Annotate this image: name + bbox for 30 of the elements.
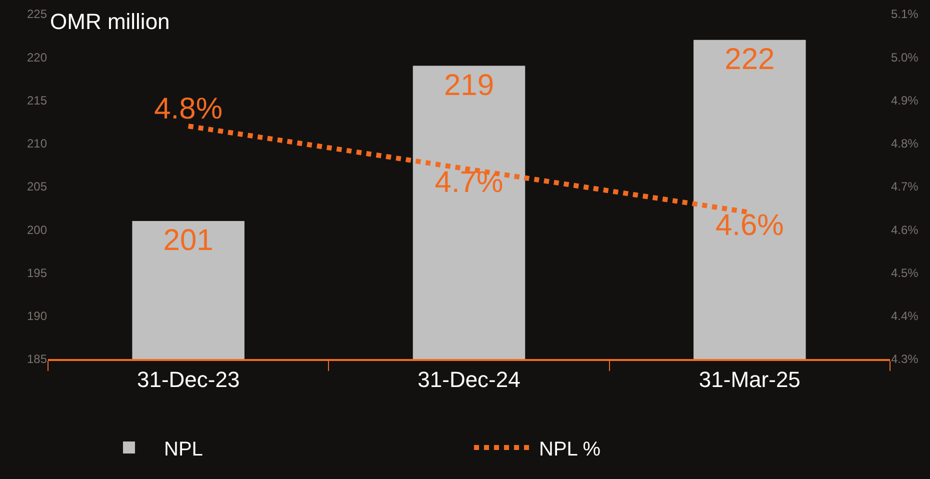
y-tick-label: 220 bbox=[26, 50, 48, 64]
y-axis-title: OMR million bbox=[50, 9, 170, 34]
x-tick-label: 31-Mar-25 bbox=[698, 367, 800, 392]
data-label: 201 bbox=[163, 224, 214, 257]
y2-tick-label: 4.5% bbox=[891, 266, 919, 280]
data-label: 219 bbox=[444, 68, 494, 102]
y-tick-label: 185 bbox=[26, 352, 48, 366]
x-tick-label: 31-Dec-23 bbox=[136, 367, 240, 392]
data-label: 222 bbox=[724, 42, 775, 76]
y-tick-label: 225 bbox=[26, 7, 48, 22]
y2-tick-label: 4.8% bbox=[891, 136, 919, 151]
y-tick-label: 195 bbox=[26, 266, 48, 280]
y-tick-label: 210 bbox=[26, 136, 48, 151]
data-label: 4.7% bbox=[434, 166, 504, 199]
y2-tick-label: 4.4% bbox=[891, 309, 919, 324]
y2-tick-label: 4.6% bbox=[891, 222, 919, 237]
legend-label: NPL % bbox=[539, 438, 601, 460]
y-tick-label: 205 bbox=[26, 180, 48, 194]
data-label: 4.8% bbox=[154, 92, 223, 126]
legend-label: NPL bbox=[164, 438, 203, 460]
x-tick-label: 31-Dec-24 bbox=[418, 367, 520, 392]
y2-tick-label: 4.3% bbox=[891, 352, 919, 366]
y-tick-label: 215 bbox=[26, 93, 48, 108]
y2-tick-label: 4.7% bbox=[891, 180, 919, 194]
y2-tick-label: 5.0% bbox=[891, 50, 919, 64]
y2-tick-label: 5.1% bbox=[891, 7, 919, 22]
y-tick-label: 190 bbox=[26, 309, 48, 324]
data-label: 4.6% bbox=[715, 208, 784, 242]
y-tick-label: 200 bbox=[26, 222, 48, 237]
y2-tick-label: 4.9% bbox=[891, 93, 919, 108]
